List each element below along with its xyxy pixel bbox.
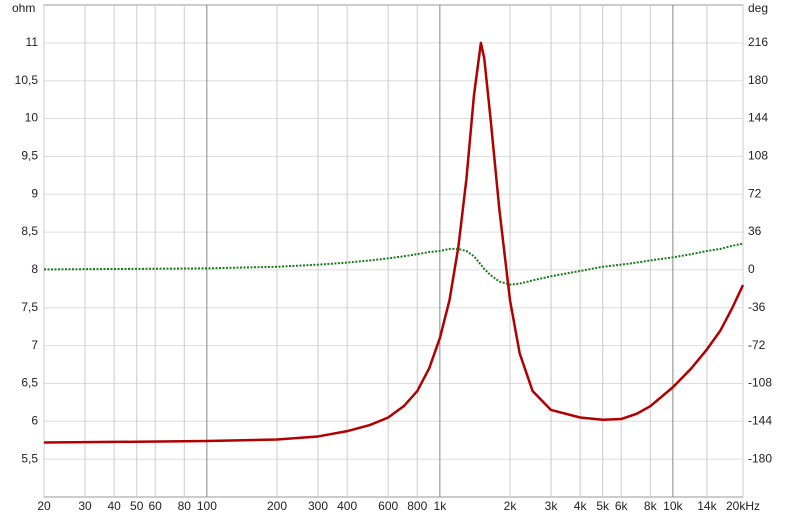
x-tick-label: 4k	[574, 499, 588, 513]
x-tick-label: 300	[308, 499, 328, 513]
x-tick-label: 80	[178, 499, 192, 513]
x-tick-label: 14k	[697, 499, 717, 513]
x-tick-label: 1k	[434, 499, 448, 513]
x-tick-label: 6k	[615, 499, 629, 513]
y2-tick-label: 36	[748, 224, 762, 238]
y2-tick-label: -36	[748, 300, 766, 314]
y2-tick-label: 216	[748, 35, 768, 49]
y2-tick-label: 144	[748, 111, 768, 125]
x-tick-label: 40	[107, 499, 121, 513]
y2-tick-label: 180	[748, 73, 768, 87]
x-tick-label: 60	[148, 499, 162, 513]
y-tick-label: 11	[26, 35, 39, 49]
y-axis-label: ohm	[12, 1, 35, 15]
y-tick-label: 10	[25, 111, 39, 125]
y2-tick-label: -108	[748, 376, 772, 390]
y-tick-label: 7,5	[21, 300, 38, 314]
y2-tick-label: 72	[748, 186, 762, 200]
y-tick-label: 6	[31, 413, 38, 427]
y-tick-label: 7	[31, 338, 38, 352]
y-tick-label: 8,5	[21, 224, 38, 238]
x-tick-label: 10k	[663, 499, 683, 513]
y2-tick-label: -72	[748, 338, 766, 352]
y-tick-label: 8	[31, 262, 38, 276]
x-tick-label: 400	[337, 499, 357, 513]
x-tick-label: 100	[197, 499, 217, 513]
x-tick-label: 20	[37, 499, 51, 513]
x-tick-label: 3k	[545, 499, 559, 513]
y-tick-label: 5,5	[21, 451, 38, 465]
x-tick-label: 2k	[504, 499, 518, 513]
plot-area	[43, 4, 744, 498]
x-tick-label: 200	[267, 499, 287, 513]
y2-tick-label: -180	[748, 451, 772, 465]
x-tick-label: 20kHz	[726, 499, 760, 513]
x-tick-label: 8k	[644, 499, 658, 513]
x-tick-label: 600	[378, 499, 398, 513]
x-tick-label: 30	[78, 499, 92, 513]
y-tick-label: 9	[31, 186, 38, 200]
x-tick-label: 5k	[596, 499, 610, 513]
y-tick-label: 10,5	[15, 73, 39, 87]
y2-tick-label: 108	[748, 149, 768, 163]
y2-tick-label: -144	[748, 413, 772, 427]
x-tick-label: 50	[130, 499, 144, 513]
series-line	[43, 41, 745, 444]
y2-tick-label: 0	[748, 262, 755, 276]
series-line	[43, 242, 744, 286]
y-tick-label: 6,5	[21, 376, 38, 390]
x-tick-label: 800	[407, 499, 427, 513]
y-tick-label: 9,5	[21, 149, 38, 163]
y2-axis-label: deg	[748, 1, 768, 15]
